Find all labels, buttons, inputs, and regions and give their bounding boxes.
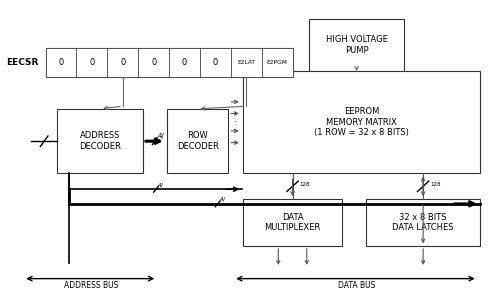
Text: 4/: 4/ [157, 133, 164, 139]
Bar [46, 48, 293, 77]
Text: 128: 128 [430, 182, 441, 187]
Text: 4/: 4/ [158, 182, 164, 187]
Text: E2PGM: E2PGM [267, 60, 288, 65]
Text: 0: 0 [213, 58, 218, 67]
Bar [138, 48, 169, 77]
Bar [309, 19, 404, 71]
Bar [46, 48, 77, 77]
Bar [200, 48, 231, 77]
Bar [169, 48, 200, 77]
Bar [366, 199, 480, 246]
Text: ADDRESS
DECODER: ADDRESS DECODER [79, 131, 121, 151]
Text: 0: 0 [120, 58, 125, 67]
Text: HIGH VOLTAGE
PUMP: HIGH VOLTAGE PUMP [326, 35, 387, 55]
Text: 0: 0 [182, 58, 187, 67]
Text: 128: 128 [300, 182, 310, 187]
Text: 32 x 8 BITS
DATA LATCHES: 32 x 8 BITS DATA LATCHES [392, 213, 454, 233]
Text: ADDRESS BUS: ADDRESS BUS [63, 281, 118, 290]
Text: EECSR: EECSR [6, 58, 38, 67]
Text: 0: 0 [89, 58, 95, 67]
Text: 4/: 4/ [219, 196, 225, 201]
Bar [243, 71, 480, 173]
Bar [262, 48, 293, 77]
Text: DATA BUS: DATA BUS [338, 281, 375, 290]
Text: 0: 0 [151, 58, 156, 67]
Bar [167, 109, 228, 173]
Text: DATA
MULTIPLEXER: DATA MULTIPLEXER [265, 213, 321, 233]
Bar [108, 48, 138, 77]
Bar [231, 48, 262, 77]
Bar [57, 109, 143, 173]
Text: E2LAT: E2LAT [237, 60, 255, 65]
Text: EEPROM
MEMORY MATRIX
(1 ROW = 32 x 8 BITS): EEPROM MEMORY MATRIX (1 ROW = 32 x 8 BIT… [314, 107, 409, 137]
Bar [243, 199, 342, 246]
Text: 0: 0 [58, 58, 64, 67]
Bar [77, 48, 108, 77]
Text: ·
·
·: · · · [233, 109, 236, 135]
Text: ROW
DECODER: ROW DECODER [177, 131, 218, 151]
